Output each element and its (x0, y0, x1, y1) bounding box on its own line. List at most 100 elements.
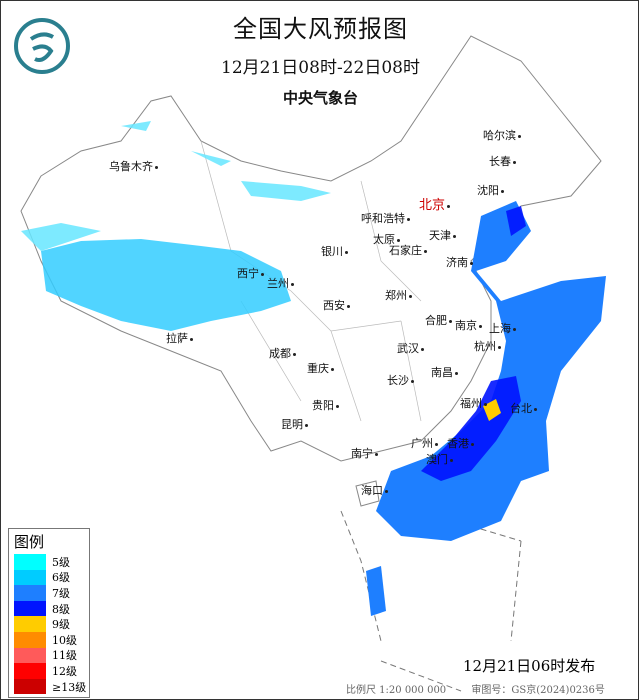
city-name: 长沙 (387, 374, 409, 387)
city-dot-icon (498, 345, 501, 349)
city-label: 贵阳 (312, 397, 341, 413)
approval-number: 审图号：GS京(2024)0236号 (471, 685, 605, 696)
legend-swatch (14, 678, 46, 695)
city-name: 郑州 (385, 289, 407, 302)
city-name: 澳门 (426, 453, 448, 466)
legend-swatch (14, 585, 46, 601)
city-dot-icon (375, 452, 378, 456)
legend-item: 12级 (9, 663, 89, 679)
city-dot-icon (305, 423, 308, 427)
city-name: 合肥 (425, 314, 447, 327)
city-name: 西安 (323, 299, 345, 312)
city-label: 广州 (411, 435, 440, 451)
city-label: 长春 (489, 153, 518, 169)
city-dot-icon (336, 404, 339, 408)
city-name: 杭州 (474, 340, 496, 353)
city-dot-icon (453, 234, 456, 238)
issuer: 中央气象台 (282, 89, 358, 107)
city-name: 重庆 (307, 362, 329, 375)
city-dot-icon (435, 442, 438, 446)
city-name: 兰州 (267, 277, 289, 290)
city-label: 南昌 (431, 364, 460, 380)
city-label: 福州 (460, 395, 489, 411)
city-dot-icon (513, 327, 516, 331)
city-label: 乌鲁木齐 (109, 158, 160, 174)
legend-label: 12级 (52, 664, 77, 678)
city-dot-icon (385, 489, 388, 493)
legend-item: ≥13级 (9, 678, 89, 695)
city-dot-icon (501, 189, 504, 193)
city-label: 武汉 (397, 340, 426, 356)
legend-swatch (14, 616, 46, 632)
legend-label: 7级 (52, 586, 70, 600)
wind-zone-5-west (21, 121, 331, 251)
city-name: 太原 (373, 233, 395, 246)
city-name: 沈阳 (477, 184, 499, 197)
city-label: 杭州 (474, 338, 503, 354)
legend-swatch (14, 600, 46, 617)
city-dot-icon (411, 379, 414, 383)
legend-item: 6级 (9, 569, 89, 586)
city-name: 香港 (447, 437, 469, 450)
city-label: 合肥 (425, 312, 454, 328)
city-name: 台北 (510, 402, 532, 415)
legend: 图例 5级 6级 7级 8级 9级 10级 11级 12级 ≥13级 (8, 528, 90, 698)
city-dot-icon (291, 282, 294, 286)
city-label: 沈阳 (477, 182, 506, 198)
city-name: 南宁 (351, 447, 373, 460)
scale-text: 比例尺 1:20 000 000 (346, 685, 447, 696)
city-label: 拉萨 (166, 330, 195, 346)
legend-label: 11级 (52, 649, 77, 663)
city-label: 石家庄 (389, 242, 429, 258)
city-label: 呼和浩特 (361, 210, 412, 226)
city-dot-icon (479, 324, 482, 328)
legend-item: 9级 (9, 616, 89, 632)
cma-logo (14, 18, 70, 74)
city-label: 兰州 (267, 275, 296, 291)
city-dot-icon (470, 261, 473, 265)
city-dot-icon (293, 352, 296, 356)
city-dot-icon (397, 238, 400, 242)
city-label: 海口 (361, 482, 390, 498)
city-dot-icon (190, 337, 193, 341)
city-name: 南昌 (431, 366, 453, 379)
city-dot-icon (331, 367, 334, 371)
city-name: 贵阳 (312, 399, 334, 412)
city-label: 银川 (321, 243, 350, 259)
city-label: 北京 (419, 194, 452, 213)
city-name: 济南 (446, 256, 468, 269)
city-name: 哈尔滨 (483, 129, 516, 142)
city-label: 南京 (455, 317, 484, 333)
city-label: 郑州 (385, 287, 414, 303)
city-name: 昆明 (281, 418, 303, 431)
city-label: 哈尔滨 (483, 127, 523, 143)
city-dot-icon (449, 319, 452, 323)
city-name: 石家庄 (389, 244, 422, 257)
city-name: 成都 (269, 347, 291, 360)
city-dot-icon (450, 458, 453, 462)
city-label: 济南 (446, 254, 475, 270)
city-name: 福州 (460, 397, 482, 410)
city-dot-icon (261, 272, 264, 276)
city-label: 长沙 (387, 372, 416, 388)
city-dot-icon (155, 165, 158, 169)
city-name: 乌鲁木齐 (109, 160, 153, 173)
city-name: 呼和浩特 (361, 212, 405, 225)
city-name: 天津 (429, 229, 451, 242)
city-dot-icon (534, 407, 537, 411)
wind-zone-9 (483, 399, 501, 421)
city-label: 昆明 (281, 416, 310, 432)
legend-item: 11级 (9, 647, 89, 664)
city-name: 长春 (489, 155, 511, 168)
wind-zone-7-south (366, 566, 386, 616)
city-name: 广州 (411, 437, 433, 450)
city-dot-icon (455, 371, 458, 375)
legend-swatch (14, 647, 46, 664)
issue-time: 12月21日06时发布 (463, 657, 596, 675)
hainan (355, 480, 380, 507)
legend-label: 6级 (52, 571, 70, 585)
city-label: 太原 (373, 231, 402, 247)
city-label: 澳门 (426, 451, 455, 467)
